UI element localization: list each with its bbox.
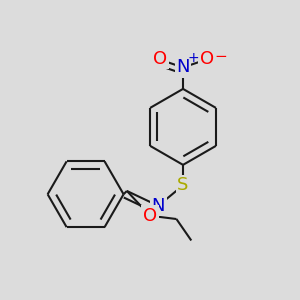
Text: O: O — [143, 207, 157, 225]
Text: N: N — [176, 58, 190, 76]
Text: +: + — [187, 51, 199, 65]
Text: S: S — [177, 176, 189, 194]
Text: O: O — [200, 50, 214, 68]
Text: −: − — [214, 50, 227, 64]
Text: O: O — [153, 50, 167, 68]
Text: N: N — [152, 197, 165, 215]
